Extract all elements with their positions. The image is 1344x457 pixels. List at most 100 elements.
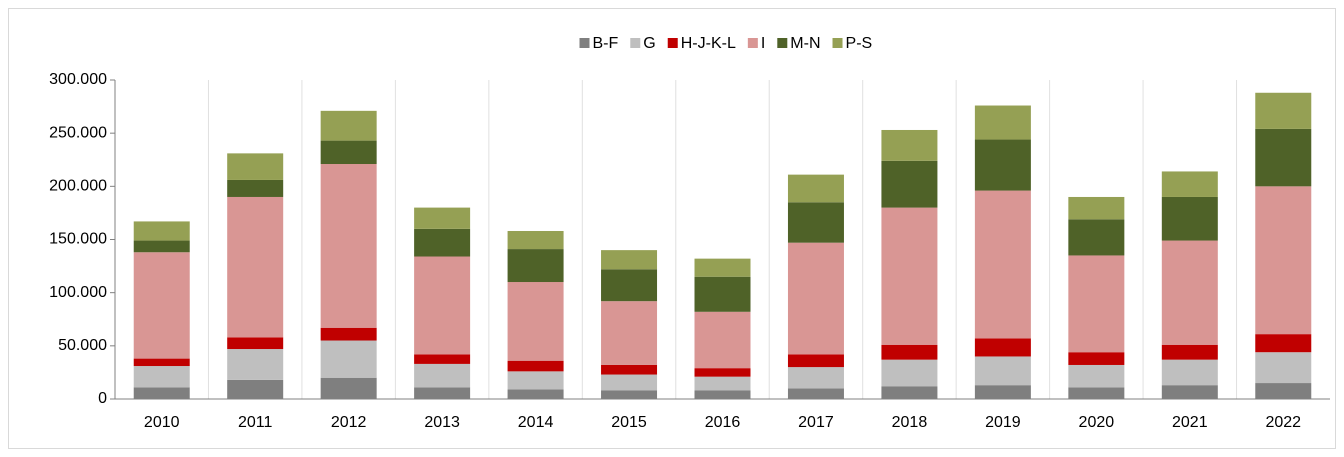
- bar-segment: [320, 110, 377, 141]
- bar-segment: [414, 207, 471, 229]
- x-tick-label: 2015: [611, 414, 647, 431]
- x-tick-label: 2011: [238, 414, 273, 431]
- y-tick-label: 250.000: [49, 124, 107, 141]
- legend-swatch: [832, 38, 843, 48]
- bar-segment: [881, 129, 938, 161]
- bar-segment: [601, 374, 658, 391]
- bar-segment: [507, 230, 564, 250]
- legend-label: M-N: [790, 35, 820, 52]
- bar-segment: [1255, 352, 1312, 384]
- bar-segment: [320, 140, 377, 165]
- legend-label: G: [643, 35, 655, 52]
- bar-segment: [694, 258, 751, 277]
- bar-segment: [1068, 219, 1125, 256]
- legend-label: H-J-K-L: [681, 35, 736, 52]
- bar-segment: [507, 282, 564, 361]
- chart-frame: [8, 8, 1336, 449]
- bar-segment: [320, 164, 377, 328]
- x-tick-label: 2013: [424, 414, 460, 431]
- bar-segment: [601, 364, 658, 375]
- x-tick-label: 2012: [331, 414, 367, 431]
- bar-segment: [227, 153, 284, 180]
- bar-segment: [1161, 240, 1218, 345]
- bar-segment: [1255, 334, 1312, 353]
- bar-segment: [787, 202, 844, 243]
- legend-label: B-F: [593, 35, 619, 52]
- bar-segment: [787, 388, 844, 399]
- legend-swatch: [777, 38, 788, 48]
- legend-swatch: [630, 38, 641, 48]
- bar-segment: [320, 340, 377, 378]
- bar-segment: [881, 359, 938, 387]
- bar-segment: [227, 196, 284, 338]
- x-tick-label: 2022: [1265, 414, 1301, 431]
- bar-segment: [1161, 196, 1218, 241]
- y-tick-label: 0: [98, 390, 107, 407]
- bar-segment: [1255, 186, 1312, 335]
- bar-segment: [1068, 196, 1125, 220]
- y-tick-label: 150.000: [49, 231, 107, 248]
- bar-segment: [974, 356, 1031, 386]
- legend-label: P-S: [846, 35, 873, 52]
- bar-segment: [601, 301, 658, 365]
- bar-segment: [227, 337, 284, 350]
- bar-segment: [694, 390, 751, 399]
- y-tick-label: 100.000: [49, 284, 107, 301]
- bar-segment: [133, 252, 190, 359]
- bar-segment: [1161, 359, 1218, 386]
- bar-segment: [414, 354, 471, 364]
- x-tick-label: 2021: [1172, 414, 1208, 431]
- legend-swatch: [667, 38, 678, 48]
- x-tick-label: 2016: [705, 414, 741, 431]
- legend-swatch: [579, 38, 590, 48]
- bar-segment: [133, 387, 190, 399]
- bar-segment: [227, 349, 284, 380]
- bar-segment: [1161, 171, 1218, 197]
- bar-segment: [974, 139, 1031, 191]
- bar-segment: [133, 240, 190, 253]
- bar-segment: [1255, 92, 1312, 129]
- bar-segment: [694, 376, 751, 391]
- bar-segment: [787, 367, 844, 389]
- bar-segment: [414, 363, 471, 388]
- bar-segment: [881, 344, 938, 360]
- bar-segment: [1255, 383, 1312, 399]
- x-tick-label: 2014: [518, 414, 554, 431]
- bar-segment: [601, 390, 658, 399]
- bar-segment: [694, 276, 751, 312]
- bar-segment: [1068, 387, 1125, 399]
- bar-segment: [787, 174, 844, 203]
- bar-segment: [1068, 364, 1125, 388]
- bar-segment: [694, 311, 751, 369]
- x-tick-label: 2017: [798, 414, 834, 431]
- bar-segment: [974, 385, 1031, 399]
- bar-segment: [1161, 385, 1218, 399]
- bar-segment: [133, 221, 190, 241]
- y-tick-label: 50.000: [58, 337, 107, 354]
- bar-segment: [974, 190, 1031, 339]
- bar-segment: [694, 368, 751, 377]
- bar-segment: [787, 242, 844, 355]
- y-tick-label: 200.000: [49, 178, 107, 195]
- x-tick-label: 2020: [1079, 414, 1115, 431]
- bar-segment: [414, 387, 471, 399]
- bar-segment: [507, 360, 564, 372]
- bar-segment: [1161, 344, 1218, 360]
- bar-segment: [227, 179, 284, 197]
- bar-segment: [414, 228, 471, 257]
- legend-label: I: [761, 35, 765, 52]
- bar-segment: [601, 269, 658, 302]
- x-tick-label: 2018: [892, 414, 928, 431]
- bar-segment: [974, 338, 1031, 357]
- y-tick-label: 300.000: [49, 71, 107, 88]
- bar-segment: [881, 386, 938, 399]
- bar-segment: [507, 249, 564, 283]
- bar-segment: [133, 358, 190, 367]
- bar-segment: [507, 389, 564, 399]
- bar-segment: [787, 354, 844, 368]
- bar-segment: [1068, 255, 1125, 353]
- bar-segment: [133, 366, 190, 388]
- bar-segment: [881, 160, 938, 208]
- x-tick-label: 2019: [985, 414, 1021, 431]
